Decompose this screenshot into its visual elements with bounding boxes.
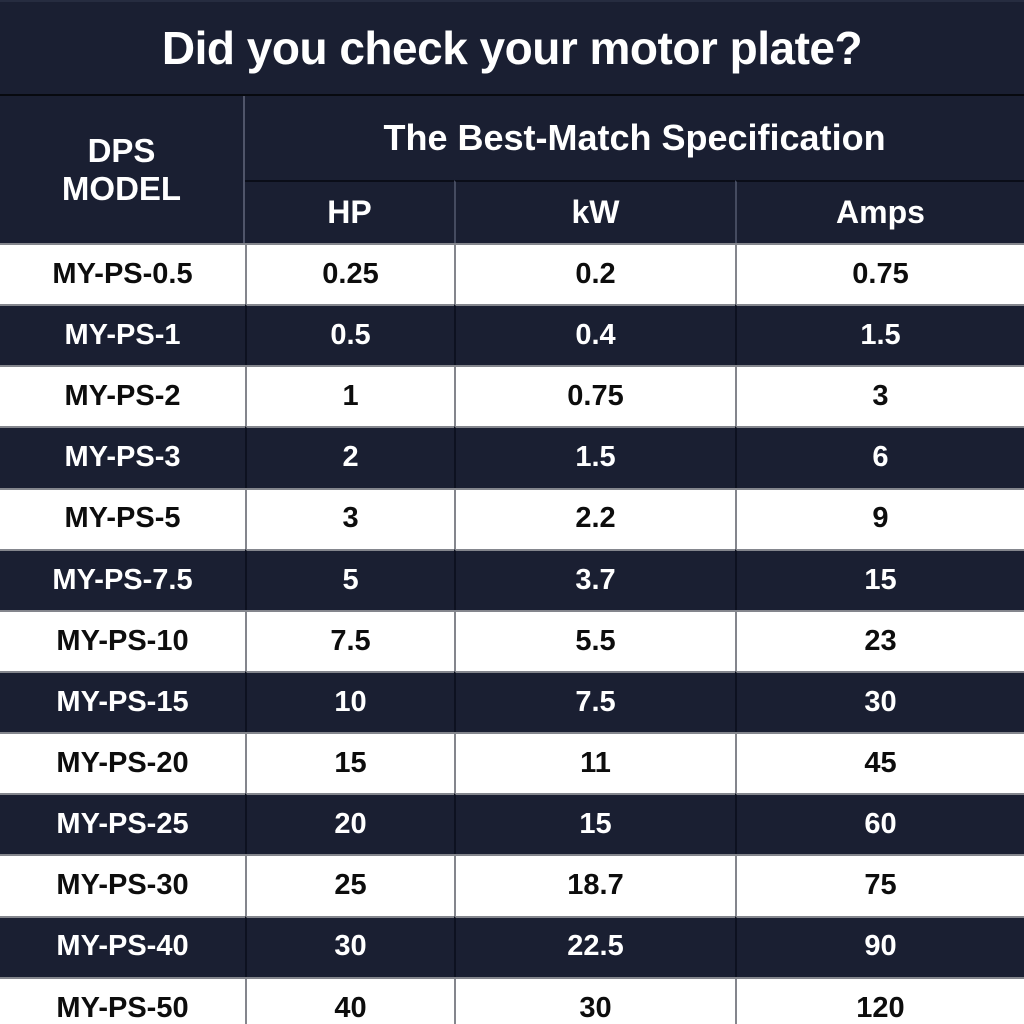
table-row: MY-PS-7.5 5 3.7 15 <box>0 548 1024 610</box>
header-row-sub: HP kW Amps <box>0 180 1024 243</box>
table-row: MY-PS-40 30 22.5 90 <box>0 915 1024 977</box>
column-header-hp: HP <box>245 180 455 243</box>
table-row: MY-PS-15 10 7.5 30 <box>0 670 1024 733</box>
amps-value-cell: 9 <box>735 487 1024 549</box>
spec-section-header: The Best-Match Specification <box>245 96 1024 180</box>
kw-value-cell: 3.7 <box>454 548 735 610</box>
spec-table: DPS MODEL The Best-Match Specification H… <box>0 96 1024 1024</box>
hp-value-cell: 0.25 <box>245 243 455 305</box>
table-row: MY-PS-30 25 18.7 75 <box>0 854 1024 916</box>
table-row: MY-PS-0.5 0.25 0.2 0.75 <box>0 243 1024 305</box>
spec-table-body: MY-PS-0.5 0.25 0.2 0.75 MY-PS-1 0.5 0.4 1.5 MY-P… <box>0 243 1024 1024</box>
amps-value-cell: 45 <box>735 732 1024 794</box>
model-cell: MY-PS-7.5 <box>0 548 246 610</box>
kw-value-cell: 0.75 <box>454 365 735 427</box>
hp-value-cell: 25 <box>245 854 455 916</box>
amps-value-cell: 3 <box>735 365 1024 427</box>
hp-value-cell: 0.5 <box>245 304 455 366</box>
table-row: MY-PS-20 15 11 45 <box>0 732 1024 794</box>
hp-value-cell: 20 <box>245 793 455 855</box>
table-row: MY-PS-2 1 0.75 3 <box>0 365 1024 427</box>
model-cell: MY-PS-1 <box>0 304 246 366</box>
model-cell: MY-PS-25 <box>0 793 246 855</box>
model-cell: MY-PS-20 <box>0 732 246 794</box>
amps-value-cell: 6 <box>735 426 1024 488</box>
model-cell: MY-PS-3 <box>0 426 246 488</box>
kw-value-cell: 15 <box>454 793 735 855</box>
table-row: MY-PS-3 2 1.5 6 <box>0 426 1024 488</box>
amps-value-cell: 90 <box>735 915 1024 977</box>
hp-value-cell: 5 <box>245 548 455 610</box>
kw-value-cell: 18.7 <box>454 854 735 916</box>
amps-value-cell: 23 <box>735 609 1024 671</box>
table-row: MY-PS-50 40 30 120 <box>0 976 1024 1024</box>
kw-value-cell: 2.2 <box>454 487 735 549</box>
amps-value-cell: 75 <box>735 854 1024 916</box>
hp-value-cell: 40 <box>245 976 455 1024</box>
kw-value-cell: 1.5 <box>454 426 735 488</box>
hp-value-cell: 15 <box>245 732 455 794</box>
kw-value-cell: 11 <box>454 732 735 794</box>
model-cell: MY-PS-0.5 <box>0 243 246 305</box>
kw-value-cell: 0.4 <box>454 304 735 366</box>
hp-value-cell: 30 <box>245 915 455 977</box>
kw-value-cell: 5.5 <box>454 609 735 671</box>
model-cell: MY-PS-50 <box>0 976 246 1024</box>
hp-value-cell: 3 <box>245 487 455 549</box>
table-row: MY-PS-1 0.5 0.4 1.5 <box>0 304 1024 366</box>
model-header-line1: DPS <box>87 131 156 169</box>
kw-value-cell: 22.5 <box>454 915 735 977</box>
model-header-line2: MODEL <box>61 169 182 207</box>
page-title: Did you check your motor plate? <box>161 22 863 74</box>
hp-value-cell: 10 <box>245 670 455 733</box>
amps-value-cell: 120 <box>735 976 1024 1024</box>
model-cell: MY-PS-15 <box>0 670 246 733</box>
model-cell: MY-PS-2 <box>0 365 246 427</box>
amps-value-cell: 60 <box>735 793 1024 855</box>
model-cell: MY-PS-40 <box>0 915 246 977</box>
hp-value-cell: 7.5 <box>245 609 455 671</box>
model-cell: MY-PS-10 <box>0 609 246 671</box>
hp-value-cell: 2 <box>245 426 455 488</box>
column-header-amps: Amps <box>735 180 1024 243</box>
kw-value-cell: 30 <box>454 976 735 1024</box>
table-row: MY-PS-25 20 15 60 <box>0 793 1024 855</box>
amps-value-cell: 0.75 <box>735 243 1024 305</box>
model-column-header: DPS MODEL <box>0 96 246 243</box>
column-header-kw: kW <box>454 180 735 243</box>
model-cell: MY-PS-5 <box>0 487 246 549</box>
model-cell: MY-PS-30 <box>0 854 246 916</box>
title-banner: Did you check your motor plate? <box>0 0 1024 96</box>
table-row: MY-PS-5 3 2.2 9 <box>0 487 1024 549</box>
amps-value-cell: 1.5 <box>735 304 1024 366</box>
header-row-top: DPS MODEL The Best-Match Specification <box>0 96 1024 243</box>
table-row: MY-PS-10 7.5 5.5 23 <box>0 609 1024 671</box>
spec-table-header: DPS MODEL The Best-Match Specification H… <box>0 96 1024 243</box>
kw-value-cell: 7.5 <box>454 670 735 733</box>
amps-value-cell: 15 <box>735 548 1024 610</box>
hp-value-cell: 1 <box>245 365 455 427</box>
amps-value-cell: 30 <box>735 670 1024 733</box>
kw-value-cell: 0.2 <box>454 243 735 305</box>
